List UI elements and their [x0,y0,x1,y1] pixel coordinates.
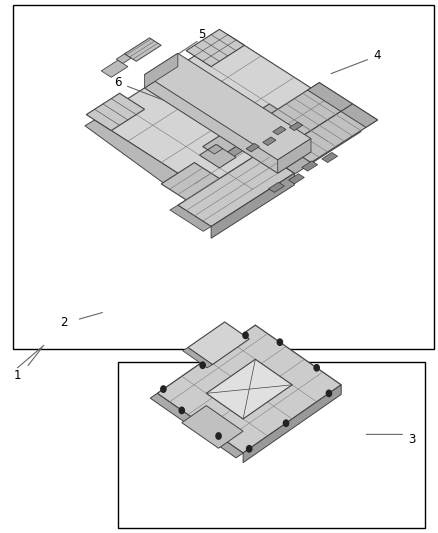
Polygon shape [273,126,286,135]
Polygon shape [95,35,361,205]
Polygon shape [228,120,361,217]
Circle shape [326,390,332,397]
Polygon shape [219,115,286,166]
Polygon shape [278,139,311,173]
Polygon shape [161,163,228,205]
Polygon shape [157,325,341,453]
Polygon shape [322,152,338,163]
Polygon shape [182,406,243,448]
Polygon shape [261,83,353,141]
Polygon shape [268,182,284,192]
Circle shape [161,386,166,392]
Polygon shape [186,29,244,67]
Polygon shape [86,93,145,131]
Circle shape [200,362,205,368]
Polygon shape [203,104,286,157]
Polygon shape [116,53,133,63]
Polygon shape [188,322,249,365]
Polygon shape [170,205,211,231]
Text: 4: 4 [373,50,381,62]
Polygon shape [289,174,304,184]
Text: 6: 6 [114,76,122,89]
Polygon shape [85,120,228,223]
Polygon shape [145,67,311,173]
Text: 2: 2 [60,316,67,329]
Circle shape [277,339,283,345]
Bar [118,362,425,528]
Circle shape [216,433,221,439]
Polygon shape [208,144,223,154]
Polygon shape [302,161,318,171]
Polygon shape [199,144,236,168]
Polygon shape [206,359,292,419]
Polygon shape [341,104,378,127]
Text: 3: 3 [408,433,415,446]
Text: 1: 1 [14,369,21,382]
Bar [13,5,434,349]
Circle shape [243,332,248,338]
Polygon shape [150,393,243,458]
Polygon shape [101,60,128,77]
Polygon shape [178,152,294,227]
Polygon shape [194,184,228,215]
Polygon shape [286,104,378,163]
Circle shape [179,407,184,414]
Circle shape [314,365,319,371]
Polygon shape [307,83,353,111]
Polygon shape [211,173,294,238]
Polygon shape [243,385,341,463]
Polygon shape [290,122,303,131]
Polygon shape [263,137,276,146]
Text: 5: 5 [198,28,205,41]
Polygon shape [145,53,311,160]
Polygon shape [145,53,178,88]
Polygon shape [246,143,259,152]
Polygon shape [183,348,212,368]
Circle shape [283,420,289,426]
Circle shape [247,446,252,452]
Polygon shape [124,38,161,61]
